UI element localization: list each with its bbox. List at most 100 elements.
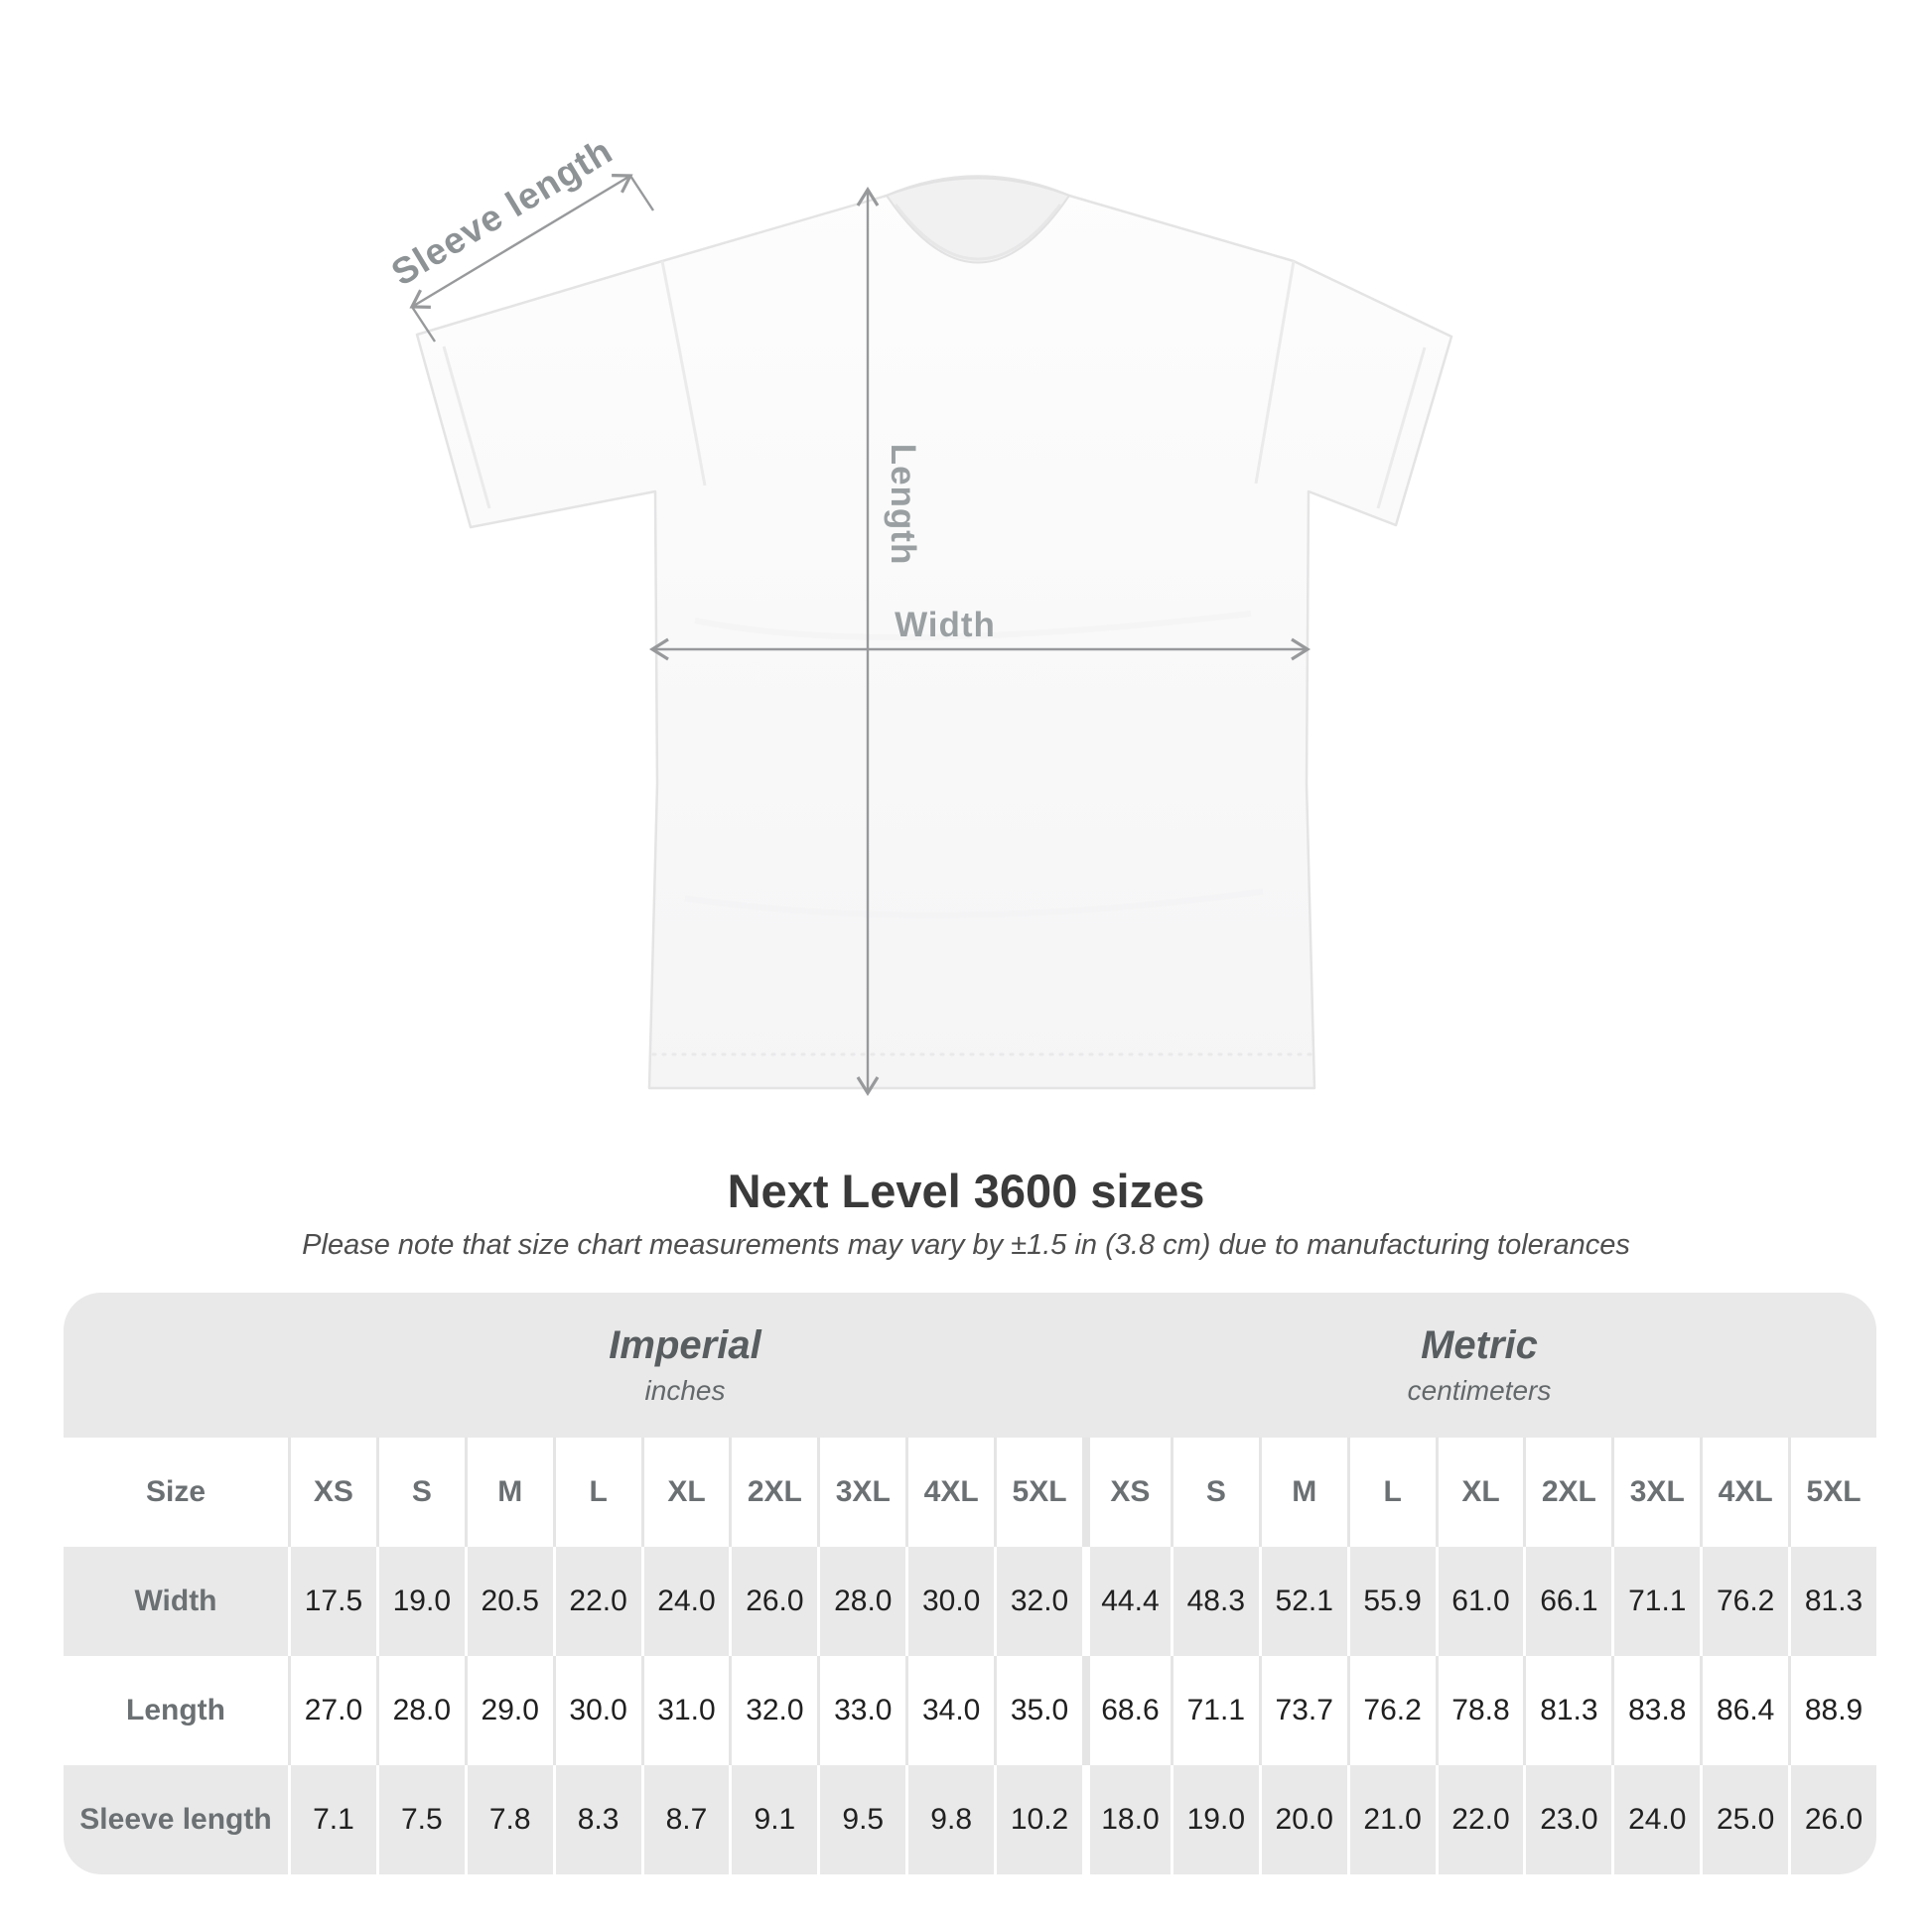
tshirt-collar-rim [894, 204, 1062, 261]
measurement-value: 28.0 [817, 1547, 906, 1656]
sleeve-arrow-tick [628, 175, 655, 211]
tshirt-right-sleeve-seam [1254, 260, 1296, 484]
measurement-value: 19.0 [1170, 1765, 1259, 1874]
size-column-header: XS [1081, 1438, 1171, 1547]
measurement-value: 18.0 [1081, 1765, 1171, 1874]
measurement-value: 22.0 [1435, 1765, 1524, 1874]
measurement-value: 30.0 [905, 1547, 995, 1656]
measurement-value: 83.8 [1611, 1656, 1701, 1765]
measurement-value: 76.2 [1346, 1656, 1436, 1765]
measurement-value: 81.3 [1788, 1547, 1876, 1656]
measurement-value: 20.5 [464, 1547, 553, 1656]
tshirt-left-sleeve-seam [660, 260, 707, 486]
size-column-header: L [552, 1438, 641, 1547]
size-column-header: 3XL [1611, 1438, 1701, 1547]
measurement-value: 68.6 [1081, 1656, 1171, 1765]
imperial-header: Imperial inches [288, 1293, 1082, 1438]
measurement-value: 22.0 [552, 1547, 641, 1656]
measurement-value: 61.0 [1435, 1547, 1524, 1656]
size-column-header: S [375, 1438, 465, 1547]
measurement-value: 86.4 [1700, 1656, 1789, 1765]
size-column-header: XL [1435, 1438, 1524, 1547]
size-table: Imperial inches Metric centimeters Size X… [64, 1293, 1876, 1874]
sleeve-length-arrow [409, 174, 633, 309]
measurement-value: 9.5 [817, 1765, 906, 1874]
measurement-value: 24.0 [640, 1547, 730, 1656]
measurement-value: 78.8 [1435, 1656, 1524, 1765]
measurement-value: 30.0 [552, 1656, 641, 1765]
tshirt-wrinkle [684, 889, 1264, 918]
measurement-value: 9.8 [905, 1765, 995, 1874]
tshirt-wrinkle [694, 611, 1252, 640]
measurement-value: 31.0 [640, 1656, 730, 1765]
measurement-value: 29.0 [464, 1656, 553, 1765]
page-title: Next Level 3600 sizes [727, 1165, 1205, 1217]
measurement-value: 55.9 [1346, 1547, 1436, 1656]
measurement-value: 28.0 [375, 1656, 465, 1765]
measurement-value: 9.1 [729, 1765, 818, 1874]
measurement-value: 73.7 [1258, 1656, 1347, 1765]
row-label: Width [64, 1547, 288, 1656]
width-label: Width [895, 606, 996, 644]
measurement-value: 35.0 [994, 1656, 1082, 1765]
measurement-value: 26.0 [1788, 1765, 1876, 1874]
size-column-header: 4XL [905, 1438, 995, 1547]
unit-header-band: Imperial inches Metric centimeters [64, 1293, 1876, 1438]
measurement-value: 44.4 [1081, 1547, 1171, 1656]
measurement-value: 23.0 [1523, 1765, 1612, 1874]
measurement-value: 81.3 [1523, 1656, 1612, 1765]
measurement-value: 17.5 [288, 1547, 376, 1656]
measurement-value: 71.1 [1170, 1656, 1259, 1765]
measurement-value: 19.0 [375, 1547, 465, 1656]
measurement-value: 32.0 [729, 1656, 818, 1765]
measurement-value: 7.1 [288, 1765, 376, 1874]
size-column-header: 5XL [994, 1438, 1082, 1547]
metric-header: Metric centimeters [1082, 1293, 1876, 1438]
measurement-value: 27.0 [288, 1656, 376, 1765]
size-column-header: 4XL [1700, 1438, 1789, 1547]
sleeve-length-label: Sleeve length [384, 130, 620, 294]
measurement-value: 34.0 [905, 1656, 995, 1765]
size-column-header: M [464, 1438, 553, 1547]
measurement-value: 88.9 [1788, 1656, 1876, 1765]
measurement-value: 32.0 [994, 1547, 1082, 1656]
imperial-label: Imperial [609, 1323, 761, 1367]
measurement-value: 10.2 [994, 1765, 1082, 1874]
metric-unit: centimeters [1407, 1375, 1552, 1406]
measurement-value: 8.7 [640, 1765, 730, 1874]
tshirt-right-sleeve-hem [1376, 346, 1427, 509]
size-column-header: 5XL [1788, 1438, 1876, 1547]
measurement-value: 7.5 [375, 1765, 465, 1874]
measurement-value: 25.0 [1700, 1765, 1789, 1874]
size-column-header: 3XL [817, 1438, 906, 1547]
size-column-header: XL [640, 1438, 730, 1547]
imperial-unit: inches [644, 1375, 726, 1406]
measurement-value: 76.2 [1700, 1547, 1789, 1656]
row-label: Sleeve length [64, 1765, 288, 1874]
measurement-value: 26.0 [729, 1547, 818, 1656]
measurement-value: 66.1 [1523, 1547, 1612, 1656]
tshirt-left-sleeve-hem [442, 345, 491, 509]
measurement-value: 20.0 [1258, 1765, 1347, 1874]
measurement-value: 8.3 [552, 1765, 641, 1874]
row-label: Length [64, 1656, 288, 1765]
header-spacer [64, 1293, 288, 1438]
size-table-grid: Size XS S M L XL 2XL 3XL 4XL 5XL XS S M L XL 2XL 3XL 4XL 5… [64, 1438, 1876, 1874]
length-label: Length [884, 444, 922, 566]
measurement-value: 48.3 [1170, 1547, 1259, 1656]
tolerance-note: Please note that size chart measurements… [302, 1229, 1630, 1261]
sleeve-arrow-tick [410, 306, 437, 343]
measurement-value: 21.0 [1346, 1765, 1436, 1874]
size-column-header: XS [288, 1438, 376, 1547]
size-column-header: 2XL [1523, 1438, 1612, 1547]
measurement-value: 33.0 [817, 1656, 906, 1765]
measurement-value: 71.1 [1611, 1547, 1701, 1656]
row-label: Size [64, 1438, 288, 1547]
measurement-value: 24.0 [1611, 1765, 1701, 1874]
measurement-value: 52.1 [1258, 1547, 1347, 1656]
size-column-header: L [1346, 1438, 1436, 1547]
size-column-header: M [1258, 1438, 1347, 1547]
size-column-header: 2XL [729, 1438, 818, 1547]
